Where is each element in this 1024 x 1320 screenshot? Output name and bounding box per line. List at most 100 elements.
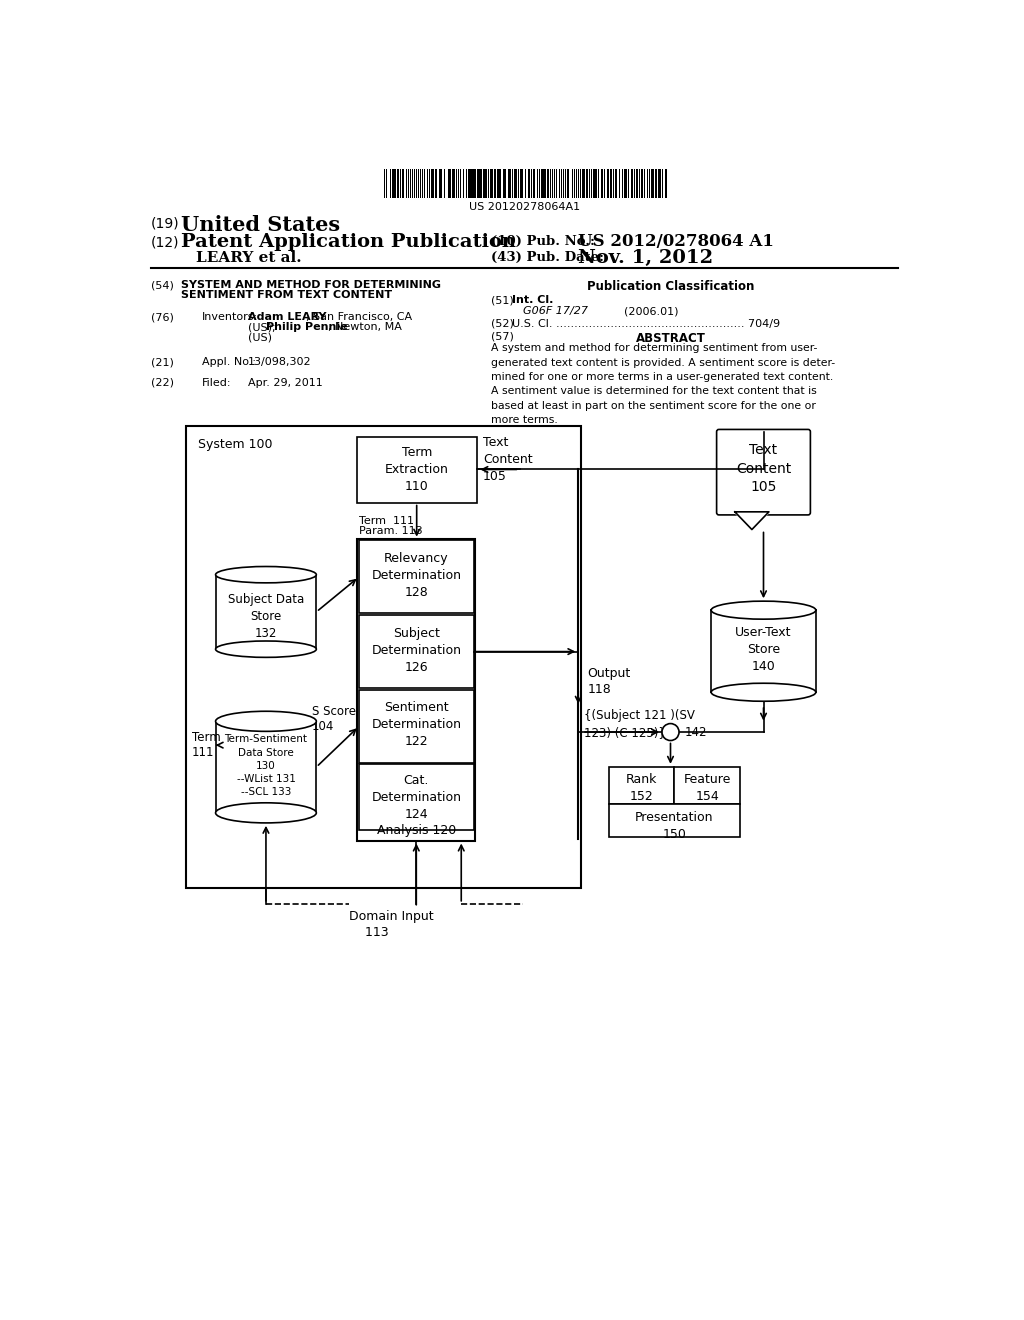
Text: 142: 142 xyxy=(684,726,707,739)
Bar xyxy=(544,169,546,198)
Bar xyxy=(556,169,557,198)
Text: Text
Content
105: Text Content 105 xyxy=(483,436,532,483)
Bar xyxy=(359,764,474,830)
Text: G06F 17/27: G06F 17/27 xyxy=(523,306,588,317)
Ellipse shape xyxy=(712,601,816,619)
Bar xyxy=(483,169,484,198)
Text: (52): (52) xyxy=(490,318,514,329)
Text: (2006.01): (2006.01) xyxy=(624,306,679,317)
Bar xyxy=(359,615,474,688)
Bar xyxy=(598,169,599,198)
Text: ABSTRACT: ABSTRACT xyxy=(636,331,706,345)
Bar xyxy=(431,169,432,198)
Bar xyxy=(563,169,564,198)
Bar xyxy=(651,169,652,198)
Bar xyxy=(524,169,526,198)
Text: (US): (US) xyxy=(248,333,272,342)
Bar xyxy=(520,169,521,198)
Bar xyxy=(586,169,589,198)
Text: (51): (51) xyxy=(490,296,513,305)
Text: Feature
154: Feature 154 xyxy=(684,774,731,803)
Text: A system and method for determining sentiment from user-
generated text content : A system and method for determining sent… xyxy=(490,343,835,425)
Bar xyxy=(655,169,657,198)
Bar xyxy=(665,169,667,198)
Bar xyxy=(492,169,493,198)
Bar xyxy=(528,169,530,198)
Text: (21): (21) xyxy=(152,358,174,367)
Text: Inventors:: Inventors: xyxy=(202,313,258,322)
Bar xyxy=(550,169,551,198)
Bar xyxy=(649,169,650,198)
Text: Presentation
150: Presentation 150 xyxy=(635,812,714,841)
Bar xyxy=(471,169,474,198)
Text: , Newton, MA: , Newton, MA xyxy=(328,322,401,333)
Text: Subject Data
Store
132: Subject Data Store 132 xyxy=(227,594,304,640)
Text: Subject
Determination
126: Subject Determination 126 xyxy=(372,627,461,673)
Bar xyxy=(622,169,624,198)
Bar xyxy=(509,169,511,198)
Bar xyxy=(463,169,464,198)
Text: Term-Sentiment
Data Store
130
--WList 131
--SCL 133: Term-Sentiment Data Store 130 --WList 13… xyxy=(224,734,307,797)
Bar xyxy=(631,169,633,198)
Bar xyxy=(449,169,450,198)
Bar xyxy=(595,169,597,198)
Ellipse shape xyxy=(712,684,816,701)
Bar xyxy=(624,169,626,198)
Text: SENTIMENT FROM TEXT CONTENT: SENTIMENT FROM TEXT CONTENT xyxy=(180,290,392,300)
Bar xyxy=(412,169,414,198)
Ellipse shape xyxy=(216,566,316,583)
Bar xyxy=(499,169,501,198)
Text: S Score
104: S Score 104 xyxy=(311,705,355,733)
Bar xyxy=(514,169,515,198)
Bar xyxy=(604,169,605,198)
Text: (54): (54) xyxy=(152,280,174,290)
Text: , San Francisco, CA: , San Francisco, CA xyxy=(306,313,413,322)
Text: Param. 113: Param. 113 xyxy=(359,525,423,536)
Bar xyxy=(573,169,575,198)
Bar xyxy=(658,169,659,198)
Text: Analysis 120: Analysis 120 xyxy=(377,824,456,837)
Bar xyxy=(608,767,675,804)
Text: Cat.
Determination
124: Cat. Determination 124 xyxy=(372,774,461,821)
Bar xyxy=(435,169,437,198)
Text: 13/098,302: 13/098,302 xyxy=(248,358,311,367)
Bar xyxy=(216,566,316,657)
Bar xyxy=(422,169,423,198)
Bar xyxy=(607,169,609,198)
Bar xyxy=(474,169,476,198)
Text: Apr. 29, 2011: Apr. 29, 2011 xyxy=(248,378,323,388)
Bar xyxy=(485,169,486,198)
Text: Philip Pennie: Philip Pennie xyxy=(266,322,347,333)
Text: Adam LEARY: Adam LEARY xyxy=(248,313,327,322)
Text: System 100: System 100 xyxy=(198,438,272,451)
Bar xyxy=(356,437,477,503)
Bar xyxy=(392,169,394,198)
Text: Appl. No.:: Appl. No.: xyxy=(202,358,256,367)
Bar xyxy=(512,169,513,198)
Bar xyxy=(628,169,630,198)
Text: SYSTEM AND METHOD FOR DETERMINING: SYSTEM AND METHOD FOR DETERMINING xyxy=(180,280,440,290)
Bar xyxy=(559,169,560,198)
Bar xyxy=(639,169,640,198)
Bar xyxy=(478,169,480,198)
Bar xyxy=(583,169,584,198)
Text: {(Subject 121 )(SV
123) (C 125)}: {(Subject 121 )(SV 123) (C 125)} xyxy=(585,709,695,739)
Text: Domain Input
    113: Domain Input 113 xyxy=(349,909,433,939)
Bar xyxy=(359,540,474,614)
Bar xyxy=(452,169,454,198)
Bar xyxy=(712,601,816,701)
Text: US 2012/0278064 A1: US 2012/0278064 A1 xyxy=(578,234,773,249)
Text: Term  111: Term 111 xyxy=(359,516,414,525)
Ellipse shape xyxy=(216,642,316,657)
Bar xyxy=(466,169,467,198)
Text: (US);: (US); xyxy=(248,322,280,333)
Text: (12): (12) xyxy=(152,235,180,249)
Bar xyxy=(468,169,471,198)
Bar xyxy=(460,169,461,198)
Bar xyxy=(591,169,592,198)
Bar xyxy=(636,169,638,198)
Bar xyxy=(357,539,475,841)
Text: Publication Classification: Publication Classification xyxy=(587,280,755,293)
Bar xyxy=(408,169,410,198)
Bar xyxy=(186,426,582,888)
